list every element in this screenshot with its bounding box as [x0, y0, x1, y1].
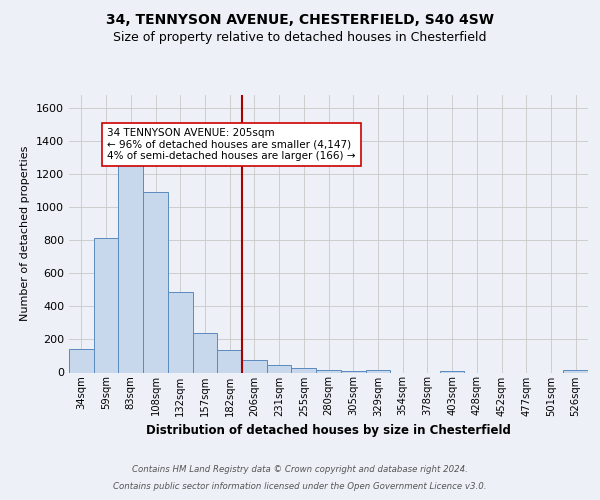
Bar — [316, 370, 341, 372]
Bar — [118, 158, 143, 372]
Bar — [143, 192, 168, 372]
X-axis label: Distribution of detached houses by size in Chesterfield: Distribution of detached houses by size … — [146, 424, 511, 437]
Bar — [94, 238, 118, 372]
Bar — [193, 334, 217, 372]
Text: 34, TENNYSON AVENUE, CHESTERFIELD, S40 4SW: 34, TENNYSON AVENUE, CHESTERFIELD, S40 4… — [106, 12, 494, 26]
Bar — [341, 371, 365, 372]
Bar — [69, 349, 94, 372]
Text: Contains public sector information licensed under the Open Government Licence v3: Contains public sector information licen… — [113, 482, 487, 491]
Text: Contains HM Land Registry data © Crown copyright and database right 2024.: Contains HM Land Registry data © Crown c… — [132, 465, 468, 474]
Bar — [365, 370, 390, 372]
Bar — [267, 365, 292, 372]
Bar — [168, 292, 193, 372]
Bar — [563, 370, 588, 372]
Bar — [440, 371, 464, 372]
Y-axis label: Number of detached properties: Number of detached properties — [20, 146, 31, 322]
Bar — [242, 360, 267, 372]
Bar — [217, 350, 242, 372]
Text: Size of property relative to detached houses in Chesterfield: Size of property relative to detached ho… — [113, 31, 487, 44]
Text: 34 TENNYSON AVENUE: 205sqm
← 96% of detached houses are smaller (4,147)
4% of se: 34 TENNYSON AVENUE: 205sqm ← 96% of deta… — [107, 128, 356, 161]
Bar — [292, 368, 316, 372]
